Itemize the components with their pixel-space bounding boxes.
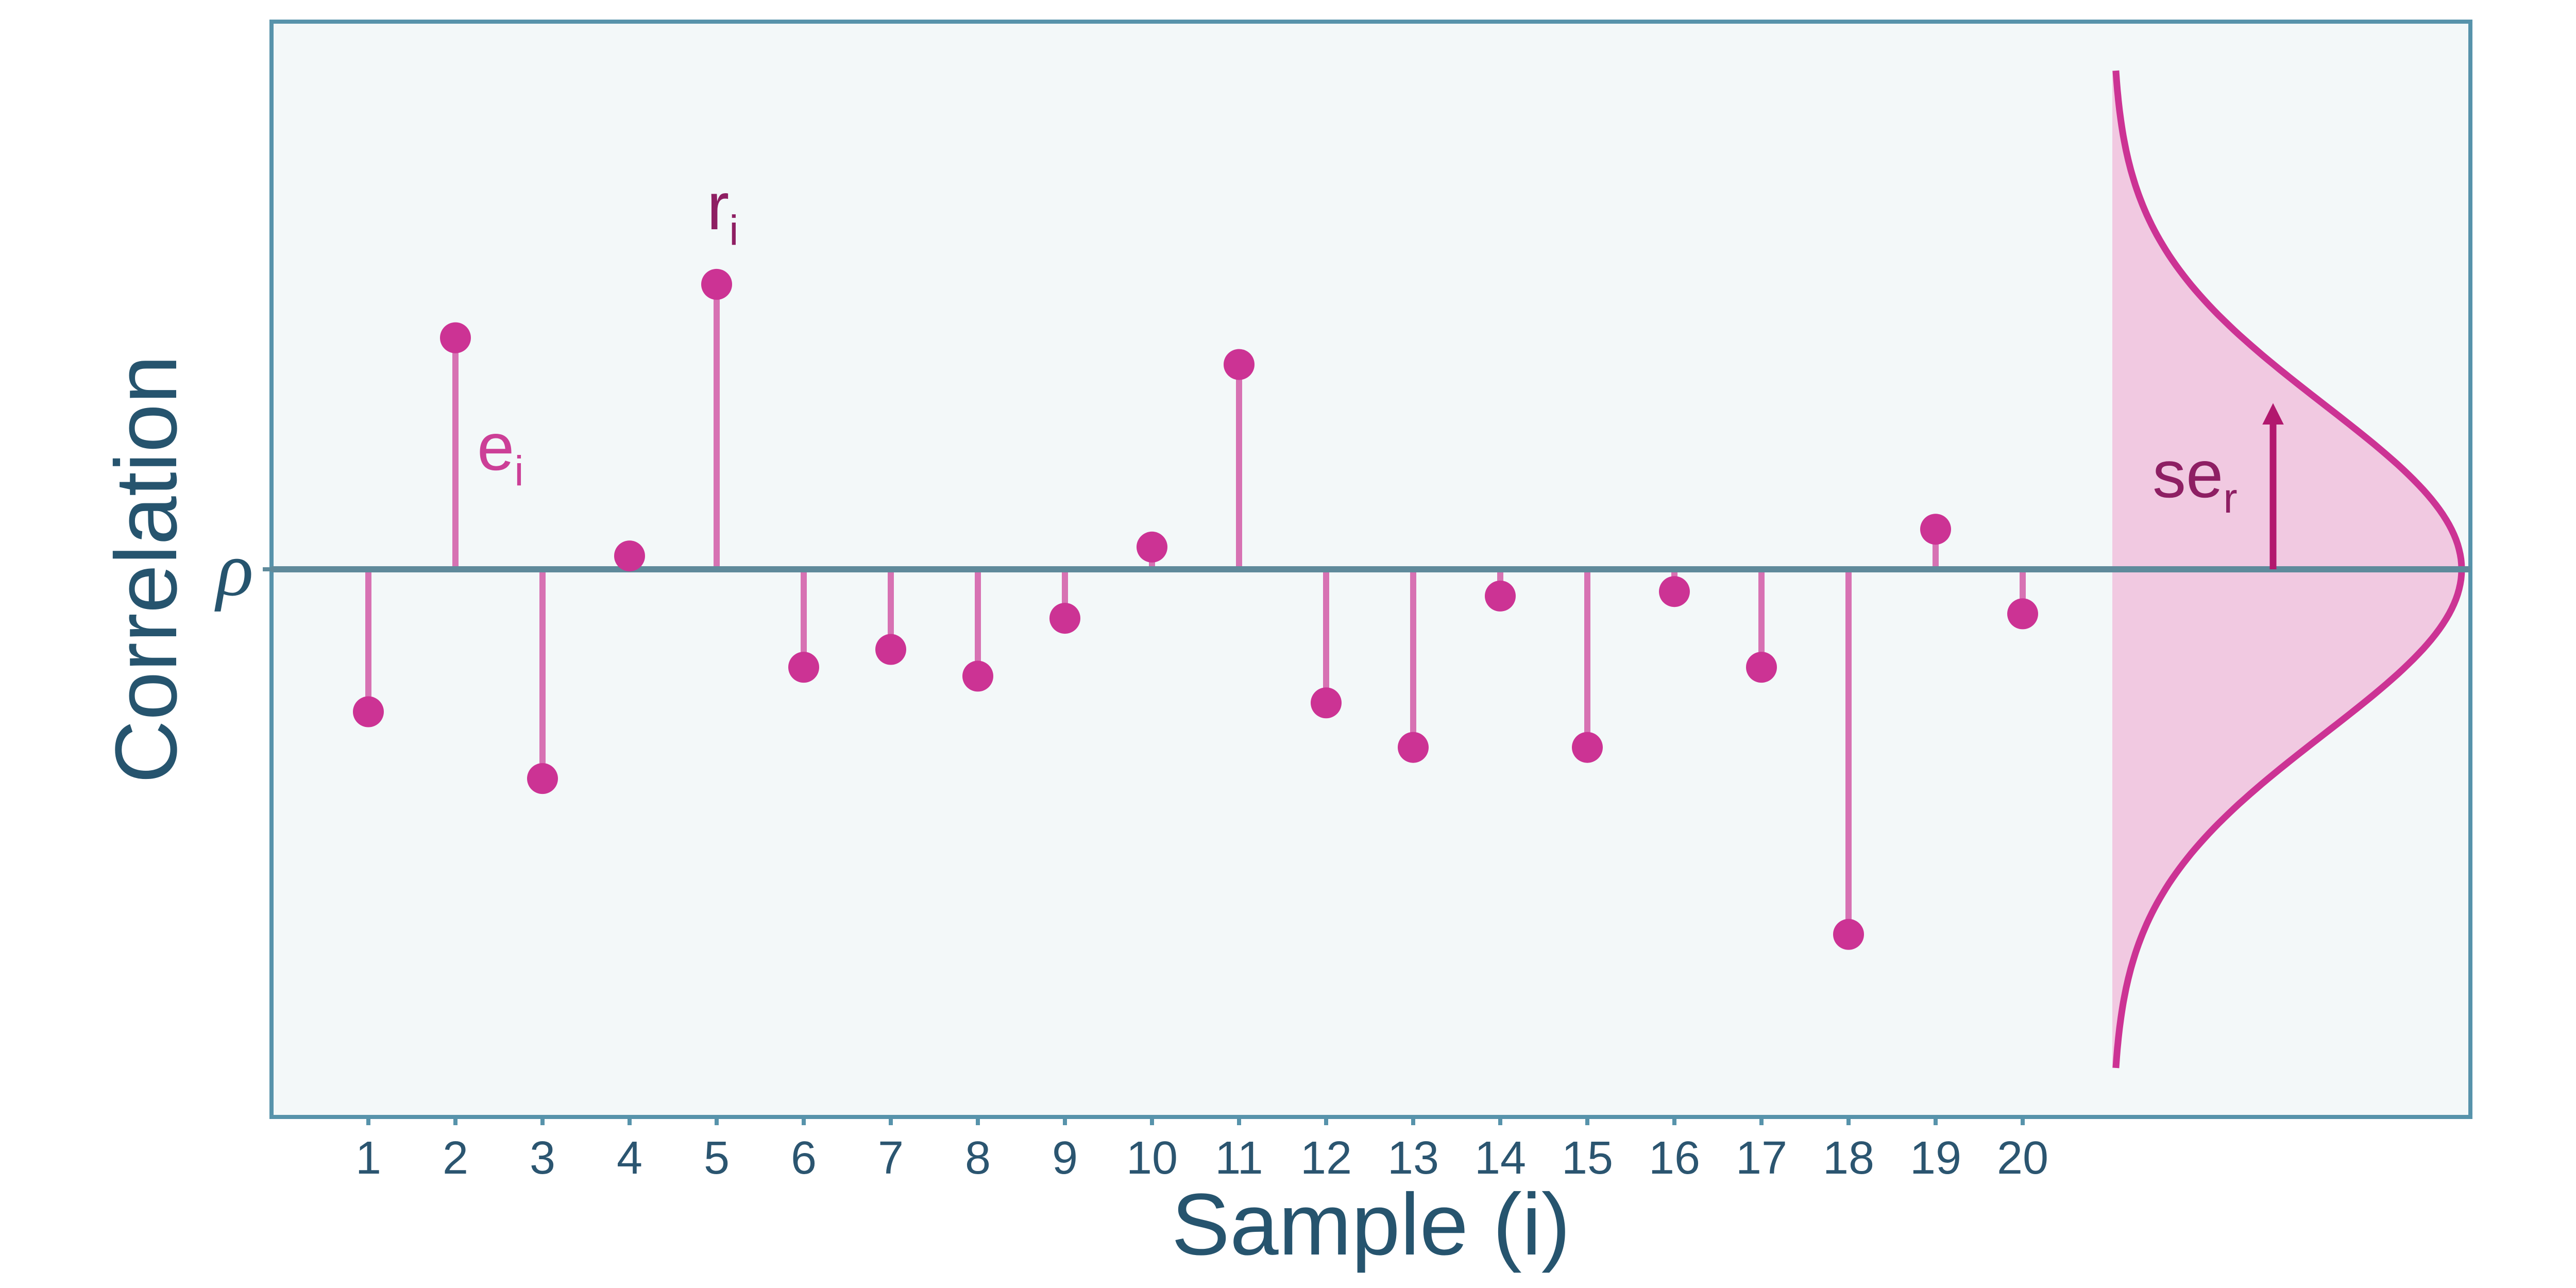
point-19 bbox=[1920, 514, 1951, 545]
x-tick-label-18: 18 bbox=[1823, 1132, 1874, 1184]
x-tick-label-14: 14 bbox=[1475, 1132, 1526, 1184]
x-tick-label-12: 12 bbox=[1300, 1132, 1352, 1184]
point-17 bbox=[1746, 652, 1777, 683]
point-12 bbox=[1311, 687, 1342, 719]
x-tick-label-19: 19 bbox=[1910, 1132, 1961, 1184]
x-tick-label-17: 17 bbox=[1736, 1132, 1787, 1184]
x-tick-label-4: 4 bbox=[617, 1132, 642, 1184]
point-15 bbox=[1572, 732, 1603, 763]
point-5 bbox=[701, 268, 732, 300]
sample-correlation-label: ri bbox=[707, 168, 739, 254]
x-axis-tick-labels: 1 2 3 4 5 6 7 8 9 10 11 12 13 14 15 16 17 18 19 20 bbox=[355, 1132, 2048, 1184]
point-20 bbox=[2007, 598, 2038, 630]
point-6 bbox=[788, 652, 819, 683]
point-1 bbox=[353, 696, 384, 727]
x-tick-label-9: 9 bbox=[1052, 1132, 1078, 1184]
sample-points bbox=[353, 268, 2038, 950]
x-tick-label-5: 5 bbox=[704, 1132, 730, 1184]
point-11 bbox=[1224, 349, 1255, 380]
x-axis-ticks bbox=[366, 1117, 2025, 1125]
point-4 bbox=[614, 540, 645, 572]
standard-error-label: ser bbox=[2153, 436, 2238, 522]
point-16 bbox=[1659, 576, 1690, 607]
error-label: ei bbox=[477, 409, 524, 495]
x-tick-label-15: 15 bbox=[1562, 1132, 1613, 1184]
x-tick-label-13: 13 bbox=[1387, 1132, 1439, 1184]
point-18 bbox=[1833, 919, 1864, 950]
point-9 bbox=[1049, 603, 1080, 634]
x-tick-label-3: 3 bbox=[530, 1132, 555, 1184]
x-tick-label-10: 10 bbox=[1126, 1132, 1178, 1184]
x-tick-label-1: 1 bbox=[355, 1132, 381, 1184]
x-tick-label-20: 20 bbox=[1997, 1132, 2048, 1184]
point-10 bbox=[1137, 531, 1167, 563]
point-13 bbox=[1398, 732, 1429, 763]
point-3 bbox=[527, 763, 558, 794]
x-tick-label-6: 6 bbox=[791, 1132, 817, 1184]
y-axis-title: Correlation bbox=[97, 355, 195, 784]
point-14 bbox=[1485, 580, 1516, 612]
x-tick-label-16: 16 bbox=[1649, 1132, 1700, 1184]
x-tick-label-2: 2 bbox=[443, 1132, 468, 1184]
point-8 bbox=[962, 660, 993, 692]
x-tick-label-7: 7 bbox=[878, 1132, 904, 1184]
x-axis-title: Sample (i) bbox=[1172, 1176, 1571, 1274]
x-tick-label-11: 11 bbox=[1215, 1132, 1263, 1184]
rho-label: ρ bbox=[214, 527, 253, 612]
point-7 bbox=[875, 634, 906, 665]
point-2 bbox=[440, 322, 471, 353]
deviation-stems bbox=[365, 284, 2026, 935]
x-tick-label-8: 8 bbox=[965, 1132, 991, 1184]
